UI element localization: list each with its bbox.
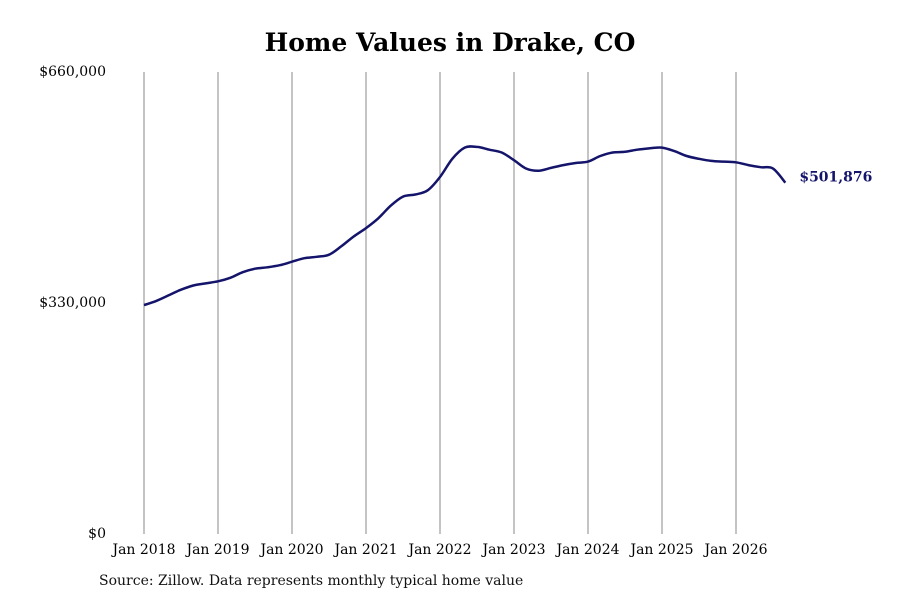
chart-title: Home Values in Drake, CO <box>264 28 636 57</box>
x-tick-label: Jan 2026 <box>702 542 767 558</box>
x-tick-label: Jan 2018 <box>110 542 175 558</box>
x-tick-label: Jan 2023 <box>480 542 545 558</box>
x-tick-label: Jan 2020 <box>258 542 323 558</box>
x-axis-ticks: Jan 2018 Jan 2019 Jan 2020 Jan 2021 Jan 2022… <box>110 542 767 558</box>
y-tick-label: $0 <box>88 526 106 542</box>
x-tick-label: Jan 2025 <box>628 542 693 558</box>
y-tick-label: $660,000 <box>39 64 106 80</box>
y-axis-ticks: $0 $330,000 $660,000 <box>39 64 106 542</box>
source-note: Source: Zillow. Data represents monthly … <box>99 573 524 589</box>
end-value-label: $501,876 <box>799 170 872 186</box>
series-layer <box>143 145 787 307</box>
gridlines <box>143 72 737 534</box>
x-tick-label: Jan 2021 <box>332 542 397 558</box>
y-tick-label: $330,000 <box>39 295 106 311</box>
x-tick-label: Jan 2019 <box>184 542 249 558</box>
series-line-home-value <box>143 145 787 307</box>
x-tick-label: Jan 2024 <box>554 542 619 558</box>
x-tick-label: Jan 2022 <box>406 542 471 558</box>
